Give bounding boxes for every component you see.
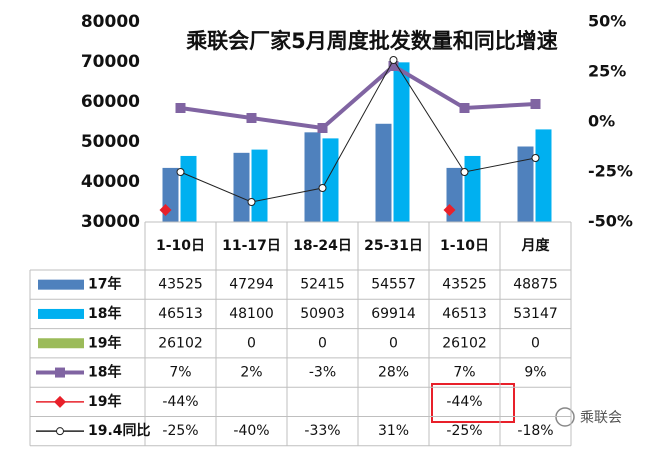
marker: [55, 367, 65, 378]
table-cell: 48875: [513, 277, 558, 293]
table-cell: 0: [389, 335, 398, 351]
legend-label: 19年: [88, 334, 121, 351]
table-cell: -18%: [517, 423, 553, 439]
table-cell: 43525: [442, 277, 487, 293]
bar: [517, 146, 534, 222]
chart-title: 乘联会厂家5月周度批发数量和同比增速: [185, 29, 558, 53]
table-cell: 0: [531, 335, 540, 351]
marker: [318, 184, 327, 192]
y-tick-label: 40000: [81, 172, 140, 192]
y2-tick-label: 50%: [588, 12, 626, 31]
table-cell: -44%: [162, 394, 198, 410]
marker: [175, 103, 186, 113]
table-cell: -3%: [309, 365, 336, 381]
legend-label: 18年: [88, 364, 121, 381]
bar: [535, 129, 552, 222]
table-cell: 28%: [378, 365, 409, 381]
legend-key: [38, 279, 84, 290]
legend-label: 19年: [88, 393, 121, 410]
marker: [460, 168, 469, 176]
bar: [199, 222, 215, 238]
table-cell: -25%: [446, 423, 482, 439]
x-tick-label: 1-10日: [156, 238, 205, 254]
table-cell: -33%: [304, 423, 340, 439]
marker: [54, 395, 66, 408]
table-cell: 2%: [240, 365, 262, 381]
y-tick-label: 60000: [81, 92, 140, 112]
legend-label: 17年: [88, 276, 121, 293]
bar: [233, 152, 250, 222]
bar: [180, 155, 197, 222]
table-cell: 54557: [371, 277, 416, 293]
bar: [393, 62, 410, 222]
y2-tick-label: 0%: [588, 112, 615, 131]
bars: [162, 62, 552, 238]
marker: [389, 56, 398, 64]
table-cell: 53147: [513, 306, 558, 322]
legend-key: [38, 308, 84, 319]
y-tick-label: 70000: [81, 52, 140, 72]
y2-tick-label: -50%: [588, 212, 633, 231]
bar: [251, 149, 268, 222]
y-tick-label: 80000: [81, 12, 140, 32]
table-cell: 43525: [158, 277, 203, 293]
bar: [375, 123, 392, 222]
table-cell: 48100: [229, 306, 274, 322]
table-cell: 52415: [300, 277, 345, 293]
table-cell: 7%: [169, 365, 191, 381]
x-tick-label: 1-10日: [440, 238, 489, 254]
bar: [304, 132, 321, 222]
watermark: 乘联会: [580, 410, 622, 426]
table-cell: 46513: [442, 306, 487, 322]
highlight-box: [431, 383, 515, 423]
marker: [443, 204, 456, 216]
x-tick-label: 11-17日: [222, 238, 281, 254]
marker: [459, 103, 470, 113]
y-tick-label: 30000: [81, 212, 140, 232]
table-cell: 7%: [453, 365, 475, 381]
bar: [464, 155, 481, 222]
x-tick-label: 18-24日: [293, 238, 352, 254]
bar: [322, 138, 339, 222]
y-tick-label: 50000: [81, 132, 140, 152]
line: [180, 59, 536, 203]
legend-label: 19.4同比: [88, 422, 151, 439]
table-cell: 26102: [158, 335, 203, 351]
marker: [176, 168, 185, 176]
table-cell: 50903: [300, 306, 345, 322]
marker: [317, 123, 328, 133]
legend-key: [38, 338, 84, 349]
table-cell: 46513: [158, 306, 203, 322]
marker: [159, 204, 172, 216]
bar: [483, 222, 499, 238]
marker: [56, 427, 64, 436]
x-tick-label: 月度: [521, 237, 551, 254]
table-cell: -25%: [162, 423, 198, 439]
table-cell: 26102: [442, 335, 487, 351]
table-cell: 47294: [229, 277, 274, 293]
y2-tick-label: -25%: [588, 162, 633, 181]
marker: [530, 99, 541, 109]
marker: [531, 154, 540, 162]
table-cell: -40%: [233, 423, 269, 439]
marker: [247, 198, 256, 206]
line: [180, 63, 536, 131]
legend-label: 18年: [88, 305, 121, 322]
table-cell: 0: [318, 335, 327, 351]
y2-tick-label: 25%: [588, 62, 626, 81]
marker: [388, 61, 399, 71]
table-cell: 9%: [524, 365, 546, 381]
table-cell: 0: [247, 335, 256, 351]
x-tick-label: 25-31日: [364, 238, 423, 254]
table-cell: -44%: [446, 394, 482, 410]
table-cell: 69914: [371, 306, 416, 322]
marker: [246, 113, 257, 123]
table-cell: 31%: [378, 423, 409, 439]
